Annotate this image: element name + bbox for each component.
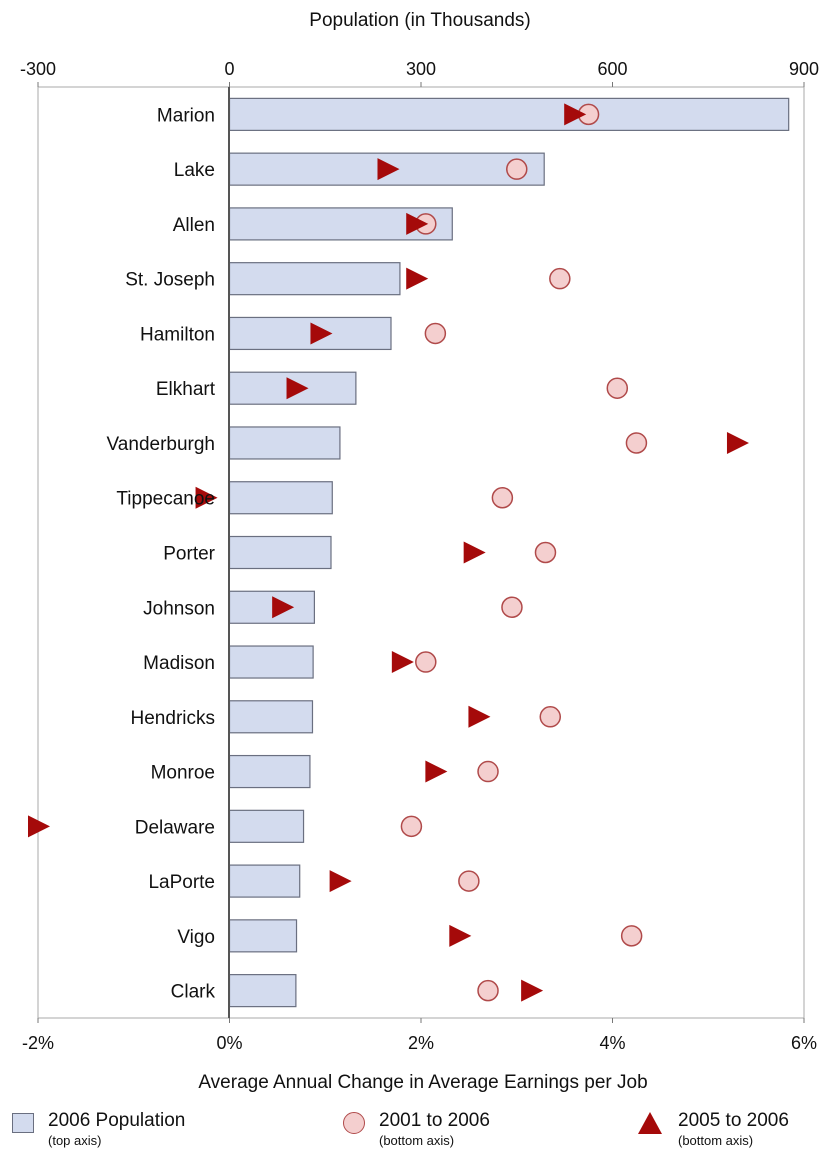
earnings-2005-2006-point <box>463 541 486 564</box>
earnings-2001-2006-point <box>458 870 480 892</box>
population-bar <box>228 97 790 131</box>
population-bar <box>228 262 401 296</box>
bottom-tick-label: 4% <box>599 1033 625 1053</box>
top-tick-label: 0 <box>224 59 234 79</box>
population-bar <box>228 535 332 570</box>
legend-item-2001-2006: 2001 to 2006 (bottom axis) <box>343 1108 563 1166</box>
population-bar <box>228 645 314 679</box>
category-label: LaPorte <box>148 872 215 893</box>
category-label: Marion <box>157 105 215 126</box>
legend-label: 2006 Population <box>48 1110 186 1131</box>
earnings-2005-2006-point <box>406 267 429 290</box>
category-label: Delaware <box>135 817 215 838</box>
bar-series-group <box>228 97 790 1008</box>
earnings-2005-2006-point <box>329 870 352 893</box>
population-bar <box>228 919 298 953</box>
legend-label: 2005 to 2006 <box>678 1110 789 1131</box>
top-axis-title: Population (in Thousands) <box>309 10 530 31</box>
population-bar <box>228 754 311 789</box>
category-labels-group: Marion Lake Allen St. Joseph Hamilton Elkhart… <box>107 105 216 1002</box>
legend-sublabel: (bottom axis) <box>678 1133 754 1148</box>
earnings-2001-2006-point <box>620 925 643 947</box>
category-label: St. Joseph <box>125 270 215 291</box>
earnings-2005-2006-point <box>195 486 218 509</box>
bottom-tick-label: -2% <box>22 1033 54 1053</box>
earnings-2005-2006-point <box>726 431 749 454</box>
population-bar <box>228 590 315 624</box>
legend-label: 2001 to 2006 <box>379 1110 490 1131</box>
earnings-2005-2006-point <box>286 377 309 400</box>
population-bar <box>228 974 297 1008</box>
category-label: Hamilton <box>140 324 215 345</box>
earnings-2005-2006-point <box>28 815 50 838</box>
earnings-2001-2006-point <box>625 432 648 454</box>
top-tick-label: 600 <box>597 59 627 79</box>
earnings-2005-2006-point <box>406 212 429 235</box>
earnings-2005-2006-point <box>272 596 295 619</box>
earnings-2001-2006-point <box>415 651 437 673</box>
earnings-2001-2006-point <box>491 486 514 509</box>
population-bar <box>228 809 305 843</box>
earnings-2005-2006-point <box>425 760 448 783</box>
population-bar <box>228 316 392 351</box>
legend-sublabel: (bottom axis) <box>379 1133 455 1148</box>
category-label: Porter <box>163 544 215 565</box>
population-bar <box>228 700 314 734</box>
earnings-2005-2006-point <box>391 651 414 674</box>
category-label: Madison <box>143 653 215 674</box>
top-tick-label: 300 <box>406 59 436 79</box>
population-bar <box>228 864 301 898</box>
earnings-2001-2006-point <box>549 267 571 290</box>
bottom-tick-label: 6% <box>791 1033 817 1053</box>
earnings-2001-2006-point <box>477 979 499 1002</box>
population-bar <box>228 481 333 515</box>
earnings-2005-2006-point <box>468 705 491 728</box>
earnings-2001-2006-point <box>534 541 557 564</box>
earnings-2005-2006-point <box>449 924 472 947</box>
earnings-2005-2006-point <box>521 979 544 1002</box>
bottom-tick-label: 2% <box>408 1033 434 1053</box>
legend-triangle-swatch <box>638 1112 662 1134</box>
earnings-2001-2006-point <box>424 322 447 345</box>
category-label: Vigo <box>177 927 215 948</box>
top-tick-label: -300 <box>20 59 56 79</box>
bottom-tick-label: 0% <box>216 1033 242 1053</box>
earnings-2001-2006-point <box>506 158 528 180</box>
category-label: Allen <box>173 215 215 236</box>
category-label: Clark <box>171 982 216 1003</box>
earnings-2005-2006-point <box>564 103 587 126</box>
category-label: Vanderburgh <box>107 434 215 455</box>
earnings-2005-2006-point <box>310 322 333 345</box>
top-tick-label: 900 <box>789 59 819 79</box>
earnings-2001-2006-point <box>539 706 562 728</box>
category-label: Elkhart <box>156 379 216 400</box>
population-bar <box>228 152 545 186</box>
legend-circle-swatch <box>343 1112 365 1134</box>
category-label: Tippecanoe <box>116 489 215 510</box>
category-label: Monroe <box>151 763 215 784</box>
category-label: Johnson <box>143 598 215 619</box>
legend-sublabel: (top axis) <box>48 1133 102 1148</box>
triangle-series-group <box>28 103 749 1002</box>
earnings-2001-2006-point <box>501 596 523 619</box>
category-label: Hendricks <box>131 708 215 729</box>
legend-item-population: 2006 Population (top axis) <box>12 1108 252 1166</box>
earnings-2005-2006-point <box>377 158 400 181</box>
bottom-axis-title: Average Annual Change in Average Earning… <box>198 1072 647 1093</box>
category-label: Lake <box>174 160 215 181</box>
tick-labels-group: -300 0 300 600 900 -2% 0% 2% 4% 6% <box>20 59 819 1053</box>
circle-series-group <box>400 103 648 1002</box>
earnings-2001-2006-point <box>606 377 629 399</box>
legend-item-2005-2006: 2005 to 2006 (bottom axis) <box>638 1108 824 1166</box>
earnings-2001-2006-point <box>400 815 423 838</box>
legend-bar-swatch <box>12 1113 34 1133</box>
population-bar <box>228 426 341 460</box>
earnings-2001-2006-point <box>477 760 499 783</box>
